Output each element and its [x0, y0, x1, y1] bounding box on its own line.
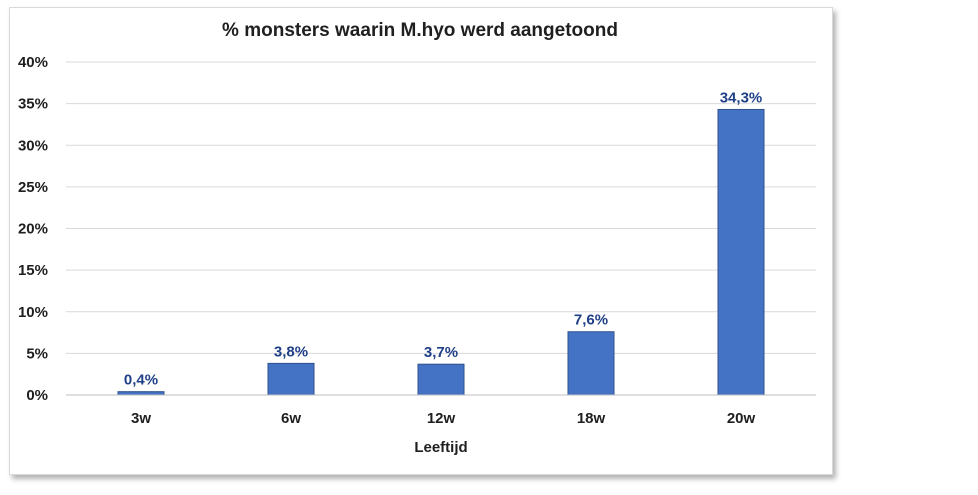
data-label: 7,6%	[574, 312, 608, 329]
y-tick-label: 15%	[18, 262, 48, 279]
y-tick-label: 30%	[18, 137, 48, 154]
x-axis-label: Leeftijd	[414, 439, 467, 456]
x-tick-label: 18w	[577, 410, 606, 427]
x-tick-label: 6w	[281, 410, 301, 427]
data-labels: 0,4% 3,8% 3,7% 7,6% 34,3%	[124, 89, 762, 388]
bar-20w	[717, 108, 765, 396]
bar-12w	[417, 363, 465, 396]
grid-lines	[66, 61, 816, 354]
data-label: 3,8%	[274, 343, 308, 360]
y-tick-label: 5%	[26, 345, 48, 362]
y-tick-label: 35%	[18, 96, 48, 113]
bar-6w	[267, 362, 315, 396]
x-tick-label: 3w	[131, 410, 151, 427]
x-tick-label: 12w	[427, 410, 456, 427]
data-label: 0,4%	[124, 372, 158, 389]
x-tick-label: 20w	[727, 410, 756, 427]
y-axis-ticks: 0% 5% 10% 15% 20% 25% 30% 35% 40%	[18, 54, 48, 404]
y-tick-label: 25%	[18, 179, 48, 196]
x-axis-ticks: 3w 6w 12w 18w 20w	[131, 410, 756, 427]
y-tick-label: 40%	[18, 54, 48, 71]
bars	[117, 108, 765, 396]
chart-panel	[9, 7, 833, 475]
data-label: 3,7%	[424, 344, 458, 361]
y-tick-label: 10%	[18, 304, 48, 321]
bar-18w	[567, 331, 615, 396]
data-label: 34,3%	[720, 89, 763, 106]
y-tick-label: 20%	[18, 221, 48, 238]
chart-title: % monsters waarin M.hyo werd aangetoond	[222, 20, 618, 41]
y-tick-label: 0%	[26, 387, 48, 404]
